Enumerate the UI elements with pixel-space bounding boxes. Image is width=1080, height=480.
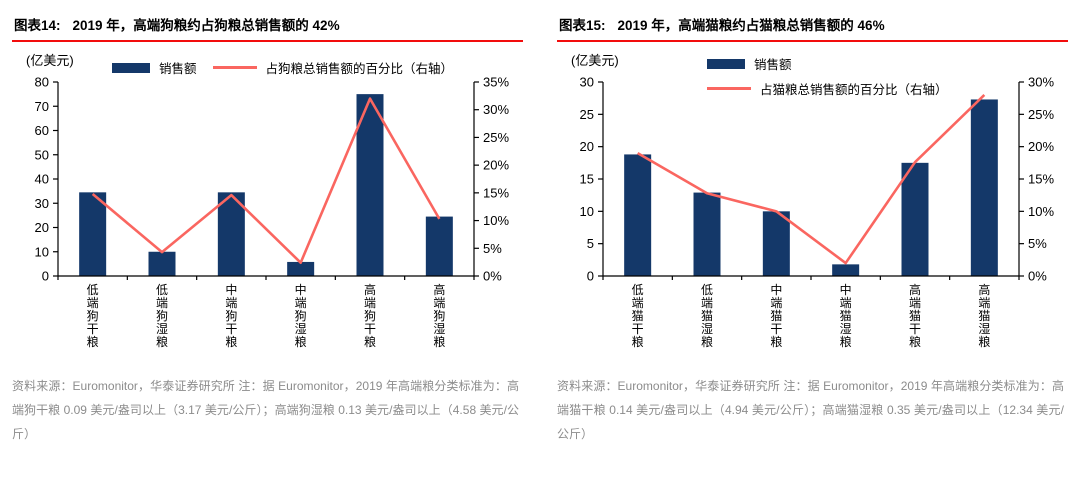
right-axis-tick-label: 25% <box>1028 107 1054 122</box>
bar-中端猫干粮 <box>762 211 790 276</box>
right-axis-tick-label: 5% <box>483 241 502 256</box>
chart-title-text: 2019 年，高端猫粮约占猫粮总销售额的 46% <box>617 18 885 33</box>
chart-area: (亿美元) 销售额占猫粮总销售额的百分比（右轴） 0 5 10 15 20 25 30 0% 5… <box>557 46 1068 364</box>
left-axis-unit-label: (亿美元) <box>571 53 619 68</box>
left-axis-tick-label: 20 <box>35 220 49 235</box>
left-axis-tick-label: 40 <box>35 172 49 187</box>
right-axis-tick-label: 30% <box>1028 75 1054 90</box>
category-label: 高端狗干粮 <box>364 282 376 349</box>
cat-food-combo-chart: 0 5 10 15 20 25 30 0% 5% 10% 15% 20% 25% 30% 低端猫干粮 低端猫湿… <box>580 75 1055 350</box>
chart-title: 图表14: 2019 年，高端狗粮约占狗粮总销售额的 42% <box>12 12 523 42</box>
cat-food-chart-panel: 图表15: 2019 年，高端猫粮约占猫粮总销售额的 46% (亿美元) 销售额占… <box>557 12 1068 446</box>
left-axis-tick-label: 0 <box>42 269 49 284</box>
legend: 销售额占猫粮总销售额的百分比（右轴） <box>707 54 948 98</box>
left-axis-tick-label: 15 <box>580 172 594 187</box>
category-label: 高端猫干粮 <box>909 282 921 349</box>
chart-title: 图表15: 2019 年，高端猫粮约占猫粮总销售额的 46% <box>557 12 1068 42</box>
legend: 销售额 占狗粮总销售额的百分比（右轴） <box>112 58 453 77</box>
dog-food-chart-panel: 图表14: 2019 年，高端狗粮约占狗粮总销售额的 42% (亿美元) 销售额 占… <box>12 12 523 446</box>
left-axis-tick-label: 10 <box>580 204 594 219</box>
left-axis-tick-label: 60 <box>35 123 49 138</box>
bar-低端狗干粮 <box>79 192 107 276</box>
figure-number: 图表14: <box>14 18 61 33</box>
right-axis-tick-label: 0% <box>483 269 502 284</box>
right-axis-tick-label: 10% <box>483 213 509 228</box>
category-label: 低端狗湿粮 <box>156 283 168 349</box>
chart-title-text: 2019 年，高端狗粮约占狗粮总销售额的 42% <box>72 18 340 33</box>
left-axis-tick-label: 50 <box>35 147 49 162</box>
left-axis-tick-label: 25 <box>580 107 594 122</box>
left-axis-tick-label: 10 <box>35 244 49 259</box>
left-axis-tick-label: 20 <box>580 139 594 154</box>
left-axis-tick-label: 30 <box>580 75 594 90</box>
bar-series-swatch <box>707 58 745 69</box>
legend-label: 销售额 <box>754 58 792 72</box>
legend-label: 占狗粮总销售额的百分比（右轴） <box>265 62 454 76</box>
category-label: 高端猫湿粮 <box>978 282 990 349</box>
left-axis-tick-label: 80 <box>35 75 49 90</box>
chart-area: (亿美元) 销售额 占狗粮总销售额的百分比（右轴） 0 10 20 30 40 50 60 70… <box>12 46 523 364</box>
source-note: 资料来源：Euromonitor，华泰证券研究所 注：据 Euromonitor… <box>12 379 519 441</box>
figure-number: 图表15: <box>559 18 606 33</box>
right-axis-tick-label: 5% <box>1028 236 1047 251</box>
bar-低端猫干粮 <box>624 154 652 276</box>
legend-label: 销售额 <box>159 62 197 76</box>
bar-中端猫湿粮 <box>832 264 860 276</box>
line-series-swatch <box>212 66 257 69</box>
legend-label: 占猫粮总销售额的百分比（右轴） <box>760 83 948 97</box>
left-axis-unit-label: (亿美元) <box>26 53 74 68</box>
legend-item-bar: 销售额 <box>707 54 948 73</box>
bar-高端狗湿粮 <box>425 216 453 276</box>
left-axis-tick-label: 0 <box>587 269 594 284</box>
category-label: 中端猫干粮 <box>770 282 782 349</box>
category-label: 低端猫干粮 <box>632 283 644 349</box>
bar-高端猫干粮 <box>901 162 929 276</box>
bar-低端猫湿粮 <box>693 192 721 276</box>
bar-低端狗湿粮 <box>148 251 176 276</box>
category-label: 高端狗湿粮 <box>433 282 445 349</box>
right-axis-tick-label: 20% <box>1028 139 1054 154</box>
dog-food-combo-chart: 0 10 20 30 40 50 60 70 80 0% 5% 10% 15% 20% 25% 30% 35% 低… <box>35 75 510 350</box>
report-charts-row: 图表14: 2019 年，高端狗粮约占狗粮总销售额的 42% (亿美元) 销售额占… <box>12 12 1068 446</box>
bar-中端狗干粮 <box>217 192 245 276</box>
right-axis-tick-label: 20% <box>483 158 509 173</box>
bar-中端狗湿粮 <box>287 261 315 276</box>
right-axis-tick-label: 30% <box>483 102 509 117</box>
category-label: 中端狗湿粮 <box>295 282 307 349</box>
category-label: 中端猫湿粮 <box>840 282 852 349</box>
percentage-line <box>637 94 986 265</box>
bar-高端猫湿粮 <box>970 99 998 277</box>
source-note: 资料来源：Euromonitor，华泰证券研究所 注：据 Euromonitor… <box>557 379 1064 441</box>
legend-item-line: 占猫粮总销售额的百分比（右轴） <box>707 79 948 98</box>
category-label: 低端狗干粮 <box>87 283 99 349</box>
bar-series-swatch <box>112 62 150 73</box>
line-series-swatch <box>707 87 751 90</box>
category-label: 中端狗干粮 <box>225 282 237 349</box>
left-axis-tick-label: 30 <box>35 196 49 211</box>
right-axis-tick-label: 35% <box>483 75 509 90</box>
left-axis-tick-label: 5 <box>587 236 594 251</box>
legend-item-bar: 销售额 <box>112 58 197 77</box>
right-axis-tick-label: 25% <box>483 130 509 145</box>
right-axis-tick-label: 15% <box>483 185 509 200</box>
legend-item-line: 占狗粮总销售额的百分比（右轴） <box>212 58 454 77</box>
percentage-line <box>91 97 441 264</box>
right-axis-tick-label: 0% <box>1028 269 1047 284</box>
left-axis-tick-label: 70 <box>35 99 49 114</box>
right-axis-tick-label: 15% <box>1028 172 1054 187</box>
bar-高端狗干粮 <box>356 94 384 276</box>
right-axis-tick-label: 10% <box>1028 204 1054 219</box>
category-label: 低端猫湿粮 <box>701 283 713 349</box>
